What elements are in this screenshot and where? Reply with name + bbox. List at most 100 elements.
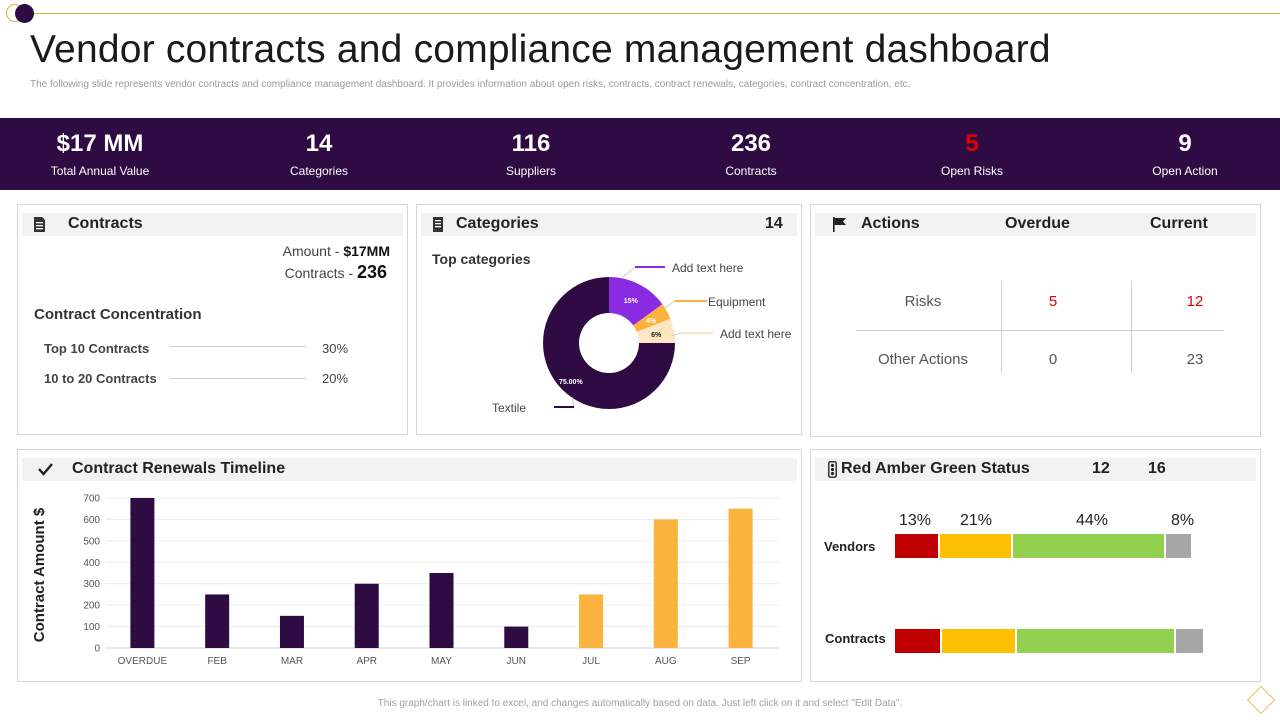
rag-percent-amber: 21% (960, 512, 993, 529)
rag-panel-header: Red Amber Green Status 12 16 (815, 458, 1256, 481)
donut-slice-label: 6% (651, 332, 662, 339)
donut-slice (543, 277, 675, 409)
donut-callout-line (664, 300, 707, 309)
top-accent-line (30, 13, 1280, 14)
actions-row-label: Risks (904, 293, 942, 310)
actions-panel-header: Actions Overdue Current (815, 213, 1256, 236)
kpi-value: 236 (730, 130, 772, 157)
rag-contracts-label: Contracts (825, 631, 886, 646)
categories-panel-header: Categories 14 (421, 213, 797, 236)
rag-percent-red: 13% (899, 512, 932, 529)
categories-panel-title: Categories (456, 215, 539, 232)
bar-mar (279, 615, 304, 648)
concentration-row-label: Top 10 Contracts (44, 341, 150, 356)
page-subtitle: The following slide represents vendor co… (30, 79, 911, 90)
y-axis-title: Contract Amount $ (31, 507, 48, 642)
top-categories-title: Top categories (432, 251, 531, 267)
rag-segment-grey (1165, 534, 1192, 558)
y-tick-label: 300 (83, 579, 100, 590)
actions-panel-title: Actions (861, 215, 920, 232)
kpi-label: Categories (289, 164, 349, 178)
x-tick-label: APR (356, 656, 377, 667)
renewals-panel-header: Contract Renewals Timeline (22, 458, 797, 481)
y-tick-label: 500 (83, 536, 100, 547)
donut-slice (636, 318, 675, 343)
rag-percent-green: 44% (1076, 512, 1109, 529)
top-accent-dot (15, 4, 34, 23)
donut-legend-label: Add text here (720, 327, 792, 341)
y-tick-label: 700 (83, 494, 100, 505)
contracts-panel: Contracts Amount - $17MM Contracts - 236… (17, 204, 408, 435)
x-tick-label: FEB (207, 656, 227, 667)
footer-note: This graph/chart is linked to excel, and… (377, 698, 903, 709)
donut-callout-line (622, 266, 665, 278)
rag-segment-red (895, 534, 939, 558)
donut-legend-label: Textile (492, 401, 526, 415)
y-tick-label: 100 (83, 622, 100, 633)
concentration-row-label: 10 to 20 Contracts (44, 371, 157, 386)
bar-may (429, 573, 454, 648)
contracts-count-value: 236 (356, 262, 387, 282)
bar-overdue (130, 498, 155, 648)
table-divider (1001, 281, 1002, 373)
kpi-label: Suppliers (505, 164, 557, 178)
donut-slice-label: 4% (646, 318, 657, 325)
bar-sep (728, 508, 753, 648)
kpi-label: Contracts (725, 164, 777, 178)
other-actions-overdue-value: 0 (1048, 351, 1058, 368)
rag-segment-green (1017, 629, 1174, 653)
donut-slice (609, 277, 663, 326)
bar-feb (205, 594, 230, 648)
bar-aug (653, 519, 678, 648)
rag-segment-amber (941, 629, 1016, 653)
x-tick-label: JUN (507, 656, 526, 667)
y-tick-label: 0 (94, 644, 100, 655)
donut-slice (633, 304, 671, 332)
kpi-value: 116 (511, 130, 551, 157)
renewals-panel: Contract Renewals Timeline 0 100 200 300 400… (17, 449, 802, 682)
contracts-panel-header: Contracts (22, 213, 403, 236)
amount-label: Amount - (282, 243, 344, 259)
rag-panel-title: Red Amber Green Status (841, 460, 1030, 477)
concentration-row-line (170, 378, 306, 379)
folder-stack-icon (433, 217, 443, 232)
bar-jun (504, 626, 529, 648)
bar-jul (579, 594, 604, 648)
rag-number-2: 16 (1148, 460, 1166, 477)
kpi-open-action: 9 Open Action (1085, 118, 1280, 190)
x-tick-label: OVERDUE (118, 656, 168, 667)
table-divider (1131, 281, 1132, 373)
kpi-open-risks: 5 Open Risks (872, 118, 1072, 190)
donut-legend-label: Add text here (672, 261, 744, 275)
table-divider (856, 330, 1224, 331)
kpi-bar: $17 MM Total Annual Value 14 Categories … (0, 118, 1280, 190)
rag-number-1: 12 (1092, 460, 1110, 477)
kpi-value: 5 (965, 130, 979, 157)
risks-overdue-value: 5 (1048, 293, 1058, 310)
contract-concentration-title: Contract Concentration (34, 306, 202, 323)
rag-segment-grey (1175, 629, 1203, 653)
renewals-panel-title: Contract Renewals Timeline (72, 460, 286, 477)
categories-donut-chart: 15% 4% 6% 75.00% Add text here Equipment Add t… (492, 261, 792, 415)
corner-diamond-decoration (1246, 685, 1276, 715)
flag-icon (833, 217, 846, 232)
concentration-row-line (170, 346, 306, 347)
current-column-header: Current (1150, 215, 1208, 232)
x-tick-label: MAR (281, 656, 303, 667)
checkmark-icon (38, 463, 53, 476)
kpi-value: 9 (1178, 130, 1192, 157)
overdue-column-header: Overdue (1005, 215, 1070, 232)
donut-slice-label: 15% (624, 298, 639, 305)
y-tick-label: 400 (83, 558, 100, 569)
contracts-count-row: Contracts - 236 (285, 262, 387, 283)
kpi-categories: 14 Categories (219, 118, 419, 190)
kpi-suppliers: 116 Suppliers (431, 118, 631, 190)
categories-count: 14 (765, 215, 783, 232)
rag-percent-grey: 8% (1171, 512, 1195, 529)
kpi-contracts: 236 Contracts (651, 118, 851, 190)
donut-slice-label: 75.00% (559, 379, 584, 386)
x-tick-label: MAY (431, 656, 452, 667)
traffic-light-icon (828, 461, 837, 478)
kpi-total-annual-value: $17 MM Total Annual Value (0, 118, 200, 190)
